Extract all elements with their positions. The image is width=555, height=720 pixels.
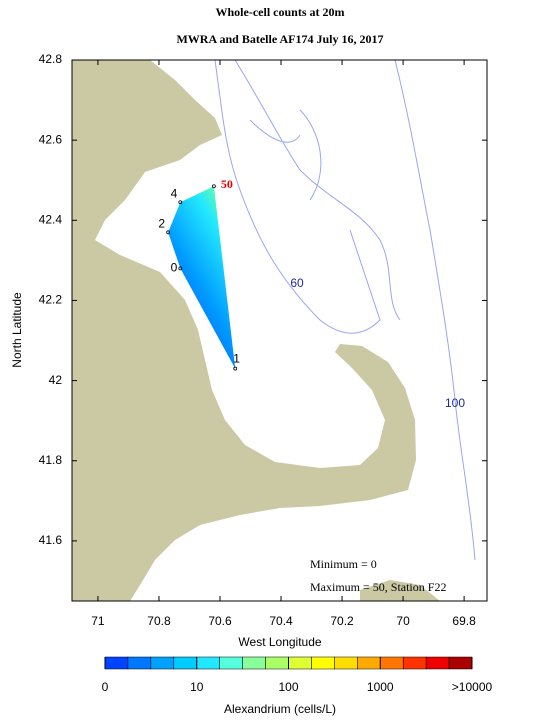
station (178, 200, 183, 205)
colorbar-segment (127, 656, 152, 670)
y-tick-label: 42.6 (39, 132, 63, 146)
colorbar-tick-label: 1000 (367, 680, 394, 694)
y-tick-label: 42.8 (39, 52, 63, 66)
colorbar-segment (425, 656, 450, 670)
map-area (72, 60, 476, 601)
island (360, 580, 440, 601)
station-value: 50 (221, 177, 233, 191)
colorbar-segment (311, 656, 335, 670)
x-tick-label: 70.6 (208, 614, 232, 628)
x-tick-label: 70.4 (269, 614, 293, 628)
colorbar-segment (380, 656, 404, 670)
colorbar-segment (402, 656, 427, 670)
contour-line (214, 60, 381, 334)
x-tick-label: 70.2 (330, 614, 354, 628)
colorbar-segment (334, 656, 358, 670)
contour-line (249, 109, 322, 201)
station (211, 184, 216, 189)
x-tick-label: 70.8 (147, 614, 171, 628)
interpolated-field (168, 186, 236, 369)
contour-label: 60 (290, 276, 304, 290)
subtitle: MWRA and Batelle AF174 July 16, 2017 (176, 32, 383, 46)
y-tick-label: 41.6 (39, 533, 63, 547)
title: Whole-cell counts at 20m (216, 5, 345, 19)
y-tick-label: 41.8 (39, 453, 63, 467)
colorbar-segment (196, 656, 220, 670)
y-tick-label: 42.2 (39, 293, 63, 307)
colorbar-tick-label: 0 (102, 680, 109, 694)
station-value: 2 (158, 216, 165, 230)
y-tick-label: 42 (49, 373, 63, 387)
colorbar-segment (448, 656, 473, 670)
colorbar-segment (173, 656, 197, 670)
colorbar-segment (150, 656, 175, 670)
station (178, 266, 183, 271)
colorbar-tick-label: 10 (190, 680, 204, 694)
colorbar-tick-label: >10000 (452, 680, 493, 694)
station-value: 1 (233, 352, 240, 366)
y-tick-label: 42.4 (39, 212, 63, 226)
colorbar-label: Alexandrium (cells/L) (224, 702, 336, 716)
contour-label: 100 (445, 396, 465, 410)
colorbar-tick-label: 100 (278, 680, 298, 694)
station-value: 4 (171, 186, 178, 200)
colorbar-segment (288, 656, 312, 670)
x-tick-label: 69.8 (452, 614, 476, 628)
annotation: Maximum = 50, Station F22 (310, 580, 446, 594)
colorbar-segment (357, 656, 381, 670)
x-tick-label: 70 (396, 614, 410, 628)
colorbar-segment (265, 656, 289, 670)
annotation: Minimum = 0 (310, 557, 377, 571)
x-axis-label: West Longitude (238, 635, 321, 649)
station (233, 366, 238, 371)
interpolated-field (168, 186, 236, 369)
land (72, 60, 416, 601)
colorbar-segment (219, 656, 243, 670)
contour-line (394, 60, 476, 561)
y-axis-label: North Latitude (10, 292, 24, 368)
map-frame (71, 59, 488, 602)
station (166, 230, 171, 235)
x-tick-label: 71 (91, 614, 105, 628)
colorbar-segment (104, 656, 129, 670)
contour-line (234, 60, 401, 321)
station-value: 0 (171, 261, 178, 275)
colorbar-segment (242, 656, 266, 670)
